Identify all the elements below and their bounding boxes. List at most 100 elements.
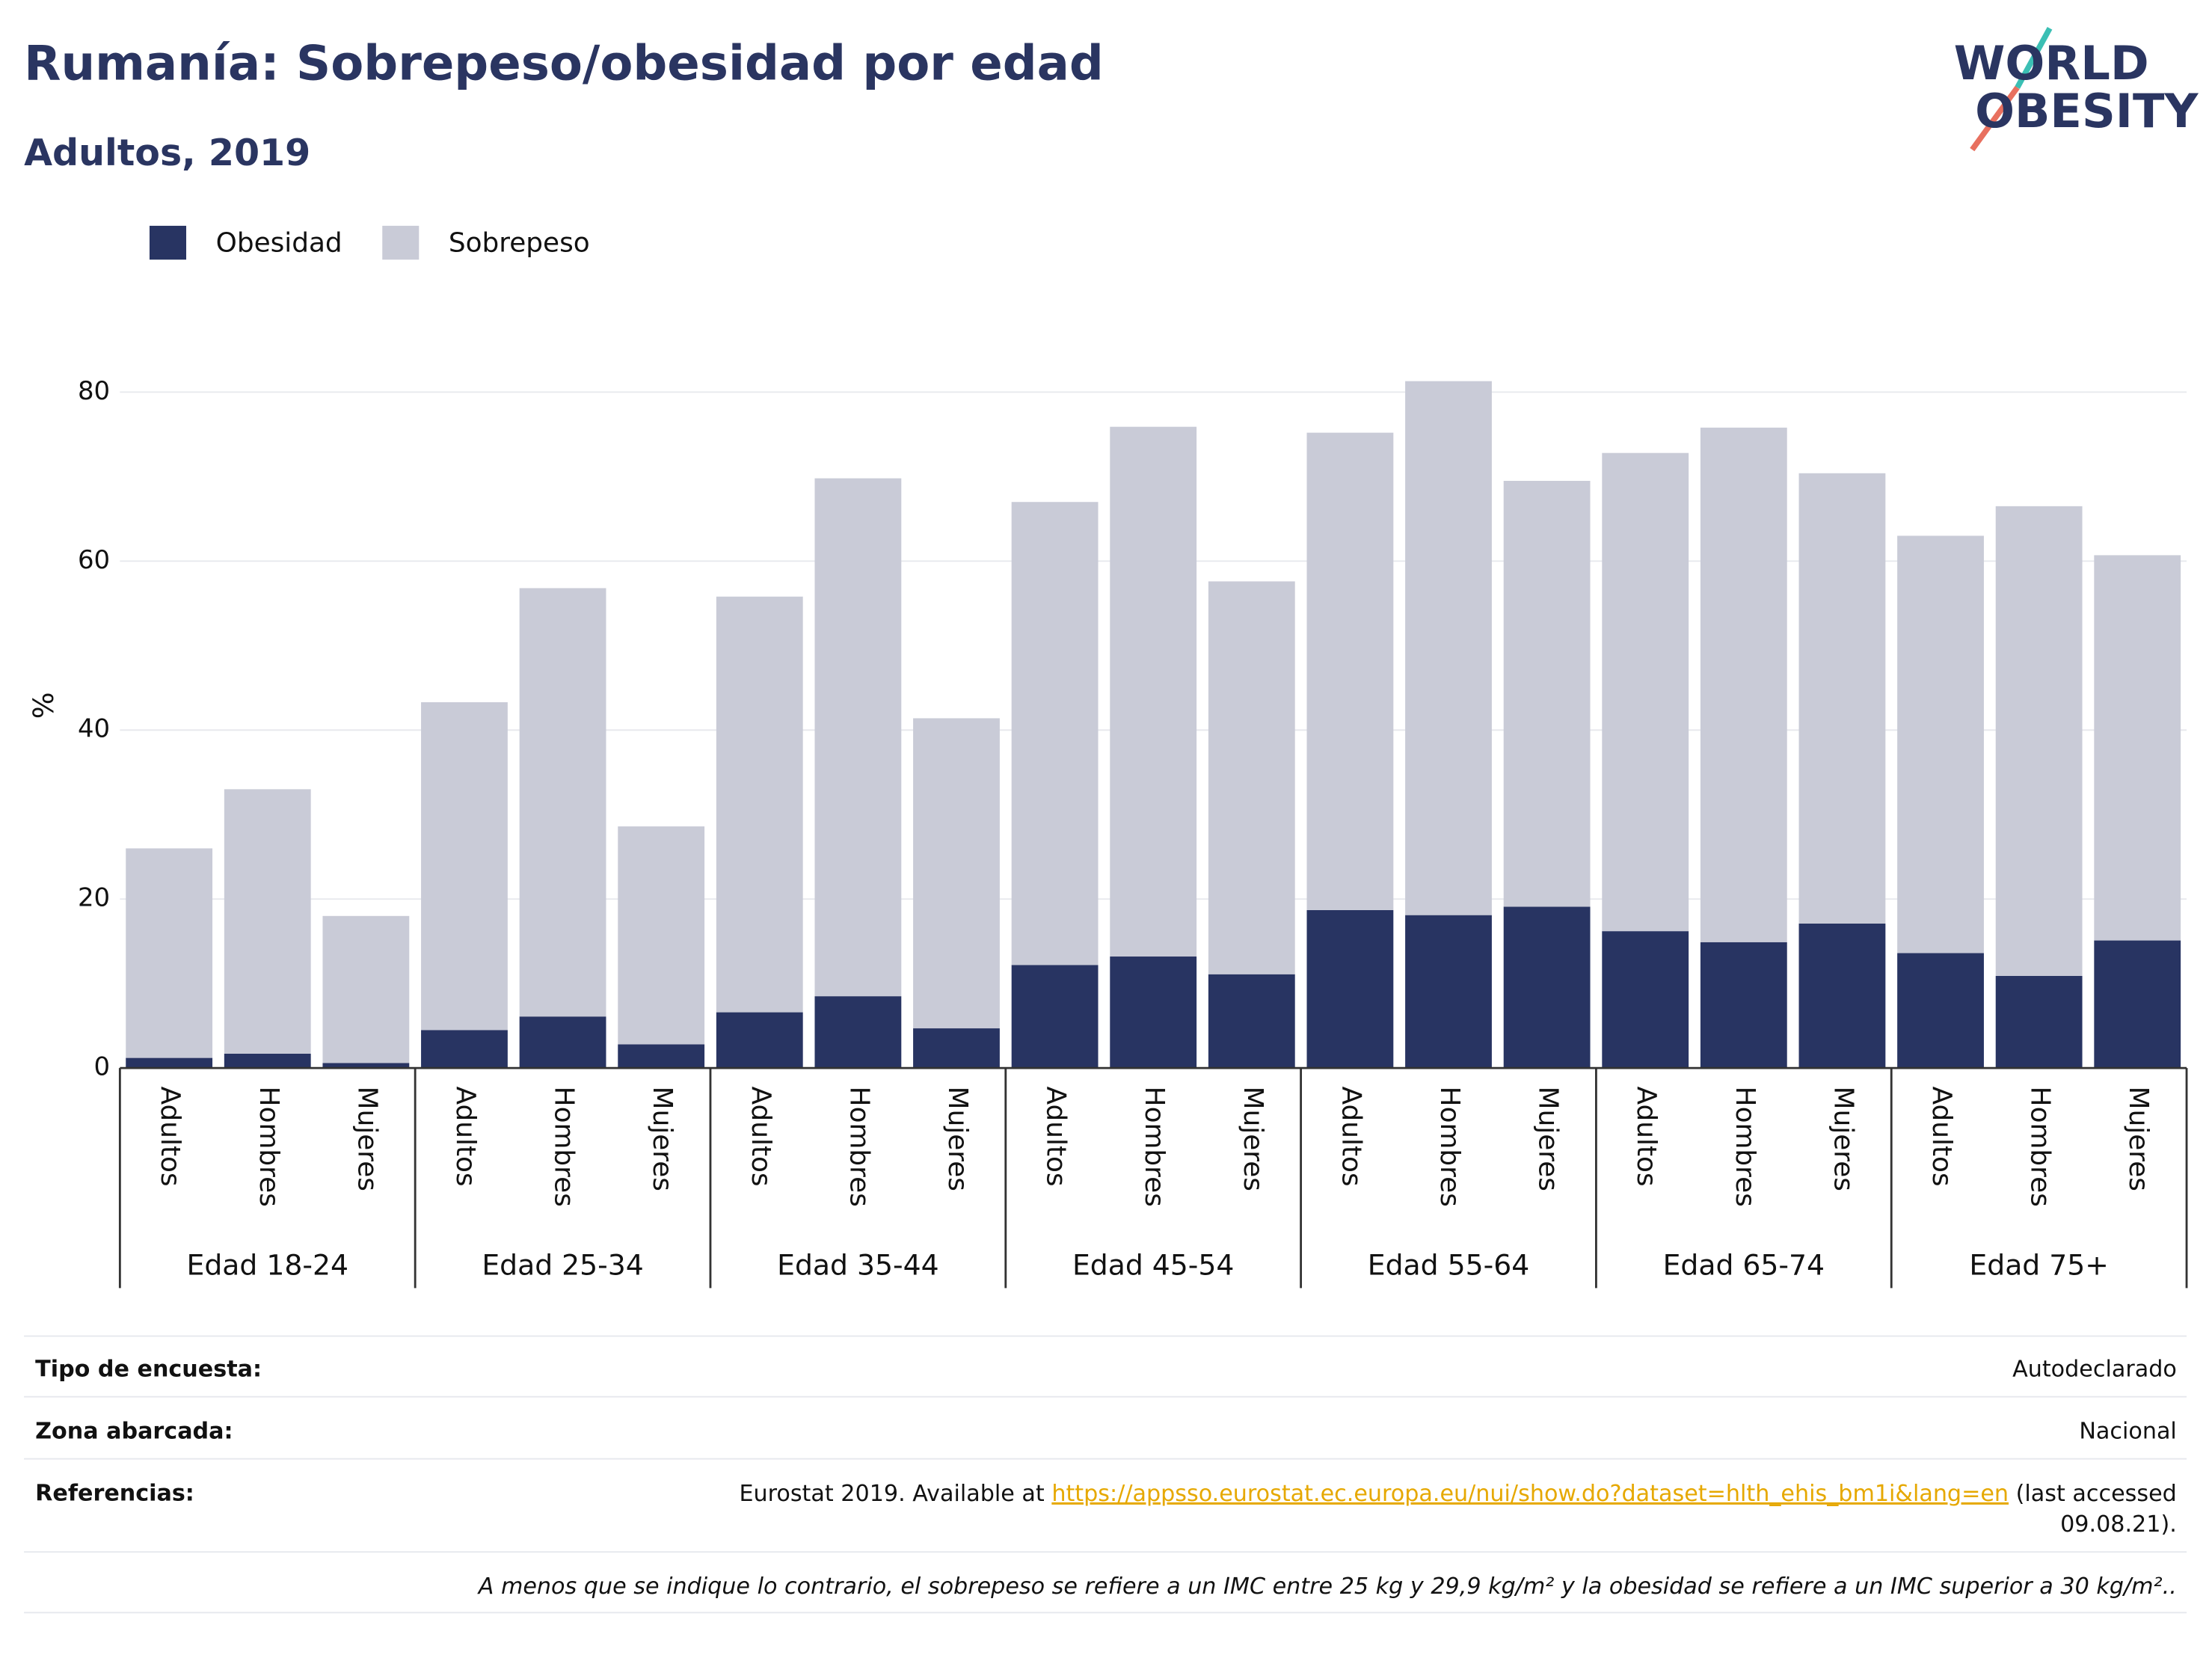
bar-segment (716, 596, 803, 1013)
legend-label: Obesidad (216, 227, 342, 258)
bar-segment (1995, 976, 2083, 1069)
y-tick-label: 40 (78, 714, 110, 744)
x-tick-label: Mujeres (942, 1087, 973, 1191)
bar-segment (126, 848, 213, 1058)
bar-segment (224, 1053, 311, 1069)
x-tick-label: Hombres (549, 1087, 580, 1207)
bar-segment (1995, 506, 2083, 977)
y-tick-label: 60 (78, 545, 110, 575)
group-label: Edad 18-24 (187, 1249, 348, 1282)
x-tick-label: Mujeres (647, 1087, 678, 1191)
x-tick-label: Mujeres (1828, 1087, 1858, 1191)
bar-segment (1208, 974, 1295, 1069)
bar-segment (716, 1012, 803, 1069)
bar-segment (2094, 555, 2181, 941)
x-tick-label: Mujeres (1533, 1087, 1564, 1191)
x-tick-label: Adultos (746, 1087, 776, 1187)
legend-swatch (382, 225, 420, 260)
bar-segment (519, 588, 606, 1017)
footer: Tipo de encuesta: Autodeclarado Zona aba… (35, 1356, 2177, 1600)
chart-title: Rumanía: Sobrepeso/obesidad por edad (24, 35, 1104, 91)
chart-subtitle: Adultos, 2019 (24, 131, 310, 174)
x-tick-label: Mujeres (2123, 1087, 2154, 1191)
bar-segment (1503, 480, 1591, 907)
group-label: Edad 35-44 (777, 1249, 938, 1282)
x-tick-label: Mujeres (1238, 1087, 1268, 1191)
group-label: Edad 45-54 (1072, 1249, 1234, 1282)
y-tick-label: 0 (94, 1052, 111, 1082)
x-tick-label: Hombres (2025, 1087, 2056, 1207)
bar-segment (814, 478, 902, 997)
bar-segment (1405, 915, 1492, 1069)
row-value: Eurostat 2019. Available at https://apps… (739, 1480, 2176, 1506)
bar-segment (913, 718, 1000, 1029)
bar-segment (2094, 940, 2181, 1069)
x-tick-label: Hombres (1139, 1087, 1170, 1207)
legend-swatch (149, 225, 187, 260)
logo-text: WORLD (1954, 36, 2149, 90)
logo-slash (2015, 26, 2053, 89)
footnote: A menos que se indique lo contrario, el … (477, 1573, 2177, 1600)
bar-segment (322, 915, 410, 1063)
bar-segment (1306, 909, 1394, 1069)
bar-segment (421, 701, 508, 1031)
bar-segment (1503, 906, 1591, 1069)
x-tick-label: Adultos (1041, 1087, 1072, 1187)
logo-slash (1970, 85, 2020, 152)
bar-segment (1405, 381, 1492, 915)
bar-segment (519, 1016, 606, 1069)
bar-segment (814, 996, 902, 1069)
bar-segment (1110, 426, 1197, 957)
row-label: Tipo de encuesta: (35, 1356, 262, 1382)
row-value: Nacional (2079, 1418, 2177, 1444)
bar-segment (322, 1063, 410, 1069)
bar-segment (913, 1028, 1000, 1069)
logo-text: OBESITY (1975, 84, 2199, 138)
group-label: Edad 25-34 (482, 1249, 643, 1282)
bar-segment (1897, 535, 1984, 954)
bar-segment (1208, 581, 1295, 974)
bar-segment (618, 1044, 705, 1069)
legend-label: Sobrepeso (449, 227, 590, 258)
x-tick-label: Adultos (1336, 1087, 1366, 1187)
y-tick-label: 20 (78, 883, 110, 913)
bar-segment (421, 1030, 508, 1069)
bar-segment (224, 789, 311, 1054)
x-tick-label: Adultos (155, 1087, 185, 1187)
group-label: Edad 55-64 (1368, 1249, 1529, 1282)
y-tick-label: 80 (78, 376, 110, 406)
group-label: Edad 75+ (1969, 1249, 2108, 1282)
row-value: Autodeclarado (2012, 1356, 2177, 1382)
bar-segment (1110, 957, 1197, 1069)
ref-text: Eurostat 2019. Available at (739, 1480, 1051, 1506)
row-label: Zona abarcada: (35, 1418, 233, 1444)
x-tick-label: Adultos (1631, 1087, 1662, 1187)
y-axis-label: % (27, 692, 60, 719)
row-label: Referencias: (35, 1480, 194, 1506)
bar-segment (1602, 452, 1689, 932)
bar-segment (1011, 965, 1099, 1069)
x-tick-label: Adultos (450, 1087, 481, 1187)
bar-segment (1798, 473, 1886, 924)
x-tick-label: Hombres (1434, 1087, 1465, 1207)
bar-segment (1011, 502, 1099, 965)
bar-segment (1602, 931, 1689, 1069)
ref-text: (last accessed (2009, 1480, 2177, 1506)
bar-segment (618, 826, 705, 1045)
bar-segment (1700, 427, 1787, 942)
x-tick-label: Adultos (1926, 1087, 1957, 1187)
x-tick-label: Hombres (844, 1087, 874, 1207)
bar-segment (126, 1057, 213, 1069)
x-tick-label: Mujeres (351, 1087, 382, 1191)
ref-link[interactable]: https://appsso.eurostat.ec.europa.eu/nui… (1051, 1480, 2009, 1506)
row-value: 09.08.21). (2060, 1511, 2177, 1538)
bar-segment (1306, 432, 1394, 910)
bar-segment (1897, 953, 1984, 1069)
bar-segment (1700, 942, 1787, 1069)
x-tick-label: Hombres (254, 1087, 284, 1207)
group-label: Edad 65-74 (1663, 1249, 1825, 1282)
x-tick-label: Hombres (1730, 1087, 1760, 1207)
bar-segment (1798, 923, 1886, 1069)
